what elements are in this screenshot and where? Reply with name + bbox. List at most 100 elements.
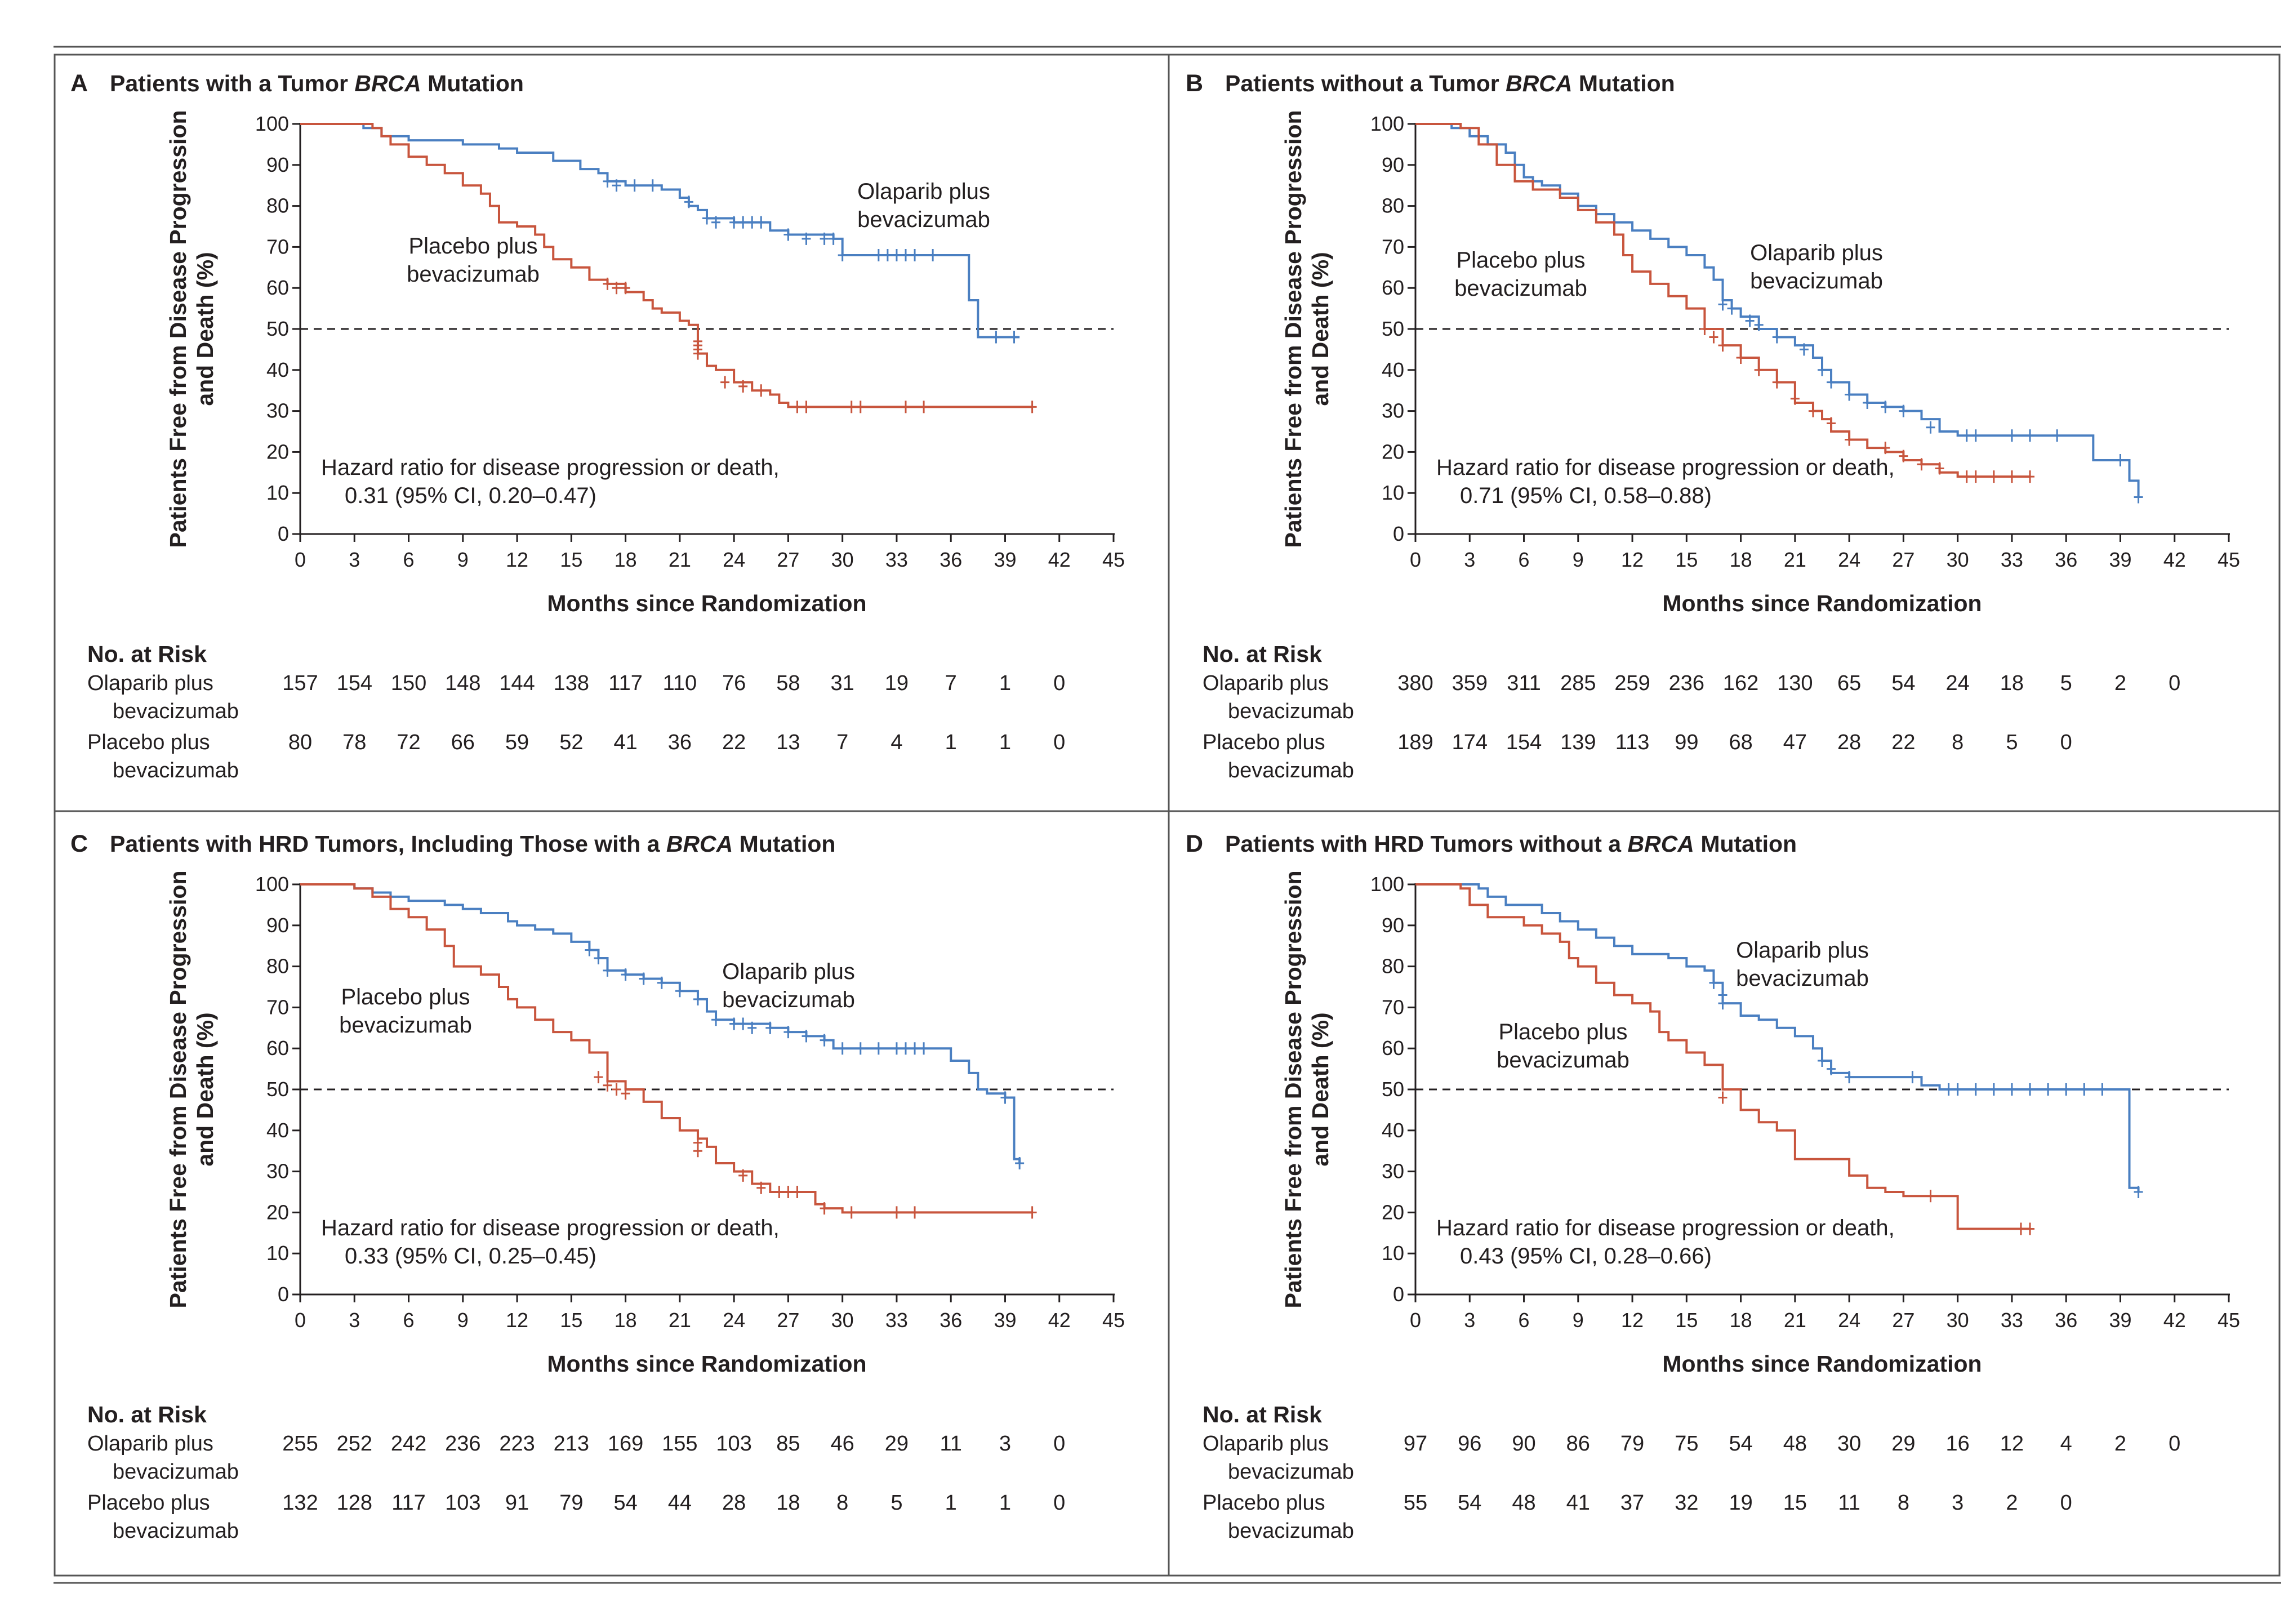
risk-count-olaparib: 259 [1614,671,1650,695]
x-tick-label: 15 [1675,1309,1698,1332]
censor-mark [919,1042,929,1055]
risk-label-placebo: bevacizumab [1228,759,1354,782]
censor-mark [585,944,594,956]
x-tick-label: 45 [2218,1309,2240,1332]
x-tick-label: 42 [2163,1309,2186,1332]
olaparib-curve-label: Olaparib plus [722,959,855,984]
censor-mark [802,401,811,413]
risk-count-placebo: 154 [1506,731,1542,754]
panel-letter: A [70,70,88,97]
censor-mark [2062,1083,2071,1096]
y-axis-title-line1: Patients Free from Disease Progression [165,110,191,548]
censor-mark [1718,298,1727,311]
y-tick-label: 70 [1382,235,1404,258]
placebo-curve [300,883,1032,1214]
y-tick-label: 90 [1382,153,1404,176]
risk-label-placebo: Placebo plus [1203,731,1325,754]
x-tick-label: 3 [1464,548,1475,571]
risk-count-placebo: 37 [1620,1491,1644,1515]
x-tick-label: 12 [1621,548,1644,571]
risk-count-placebo: 103 [445,1491,480,1515]
risk-label-olaparib: Olaparib plus [87,1432,213,1456]
x-tick-label: 9 [457,548,469,571]
risk-label-olaparib: bevacizumab [113,700,239,723]
risk-count-olaparib: 0 [1053,671,1065,695]
y-tick-label: 60 [1382,276,1404,299]
panel-title-no-tumor-brca-mutation: Patients without a Tumor BRCA Mutation [1225,70,1675,96]
x-tick-label: 45 [1102,1309,1125,1332]
risk-count-olaparib: 24 [1946,671,1970,695]
censor-mark [783,1186,793,1198]
y-tick-label: 30 [266,399,289,422]
risk-count-placebo: 3 [1952,1491,1963,1515]
x-tick-label: 24 [723,548,745,571]
y-tick-label: 30 [266,1160,289,1183]
risk-count-olaparib: 150 [391,671,426,695]
censor-mark [1881,442,1890,455]
x-tick-label: 15 [560,548,582,571]
censor-mark [1745,314,1755,327]
placebo-curve-label: Placebo plus [1456,248,1585,273]
censor-mark [838,248,847,261]
censor-mark [738,380,748,393]
censor-mark [2052,429,2062,442]
risk-heading: No. at Risk [1203,641,1322,667]
censor-mark [802,232,811,245]
x-tick-label: 33 [885,548,908,571]
x-tick-label: 27 [1892,548,1914,571]
x-tick-label: 24 [723,1309,745,1332]
risk-count-olaparib: 54 [1729,1432,1752,1456]
x-tick-label: 42 [1048,548,1071,571]
y-tick-label: 60 [266,276,289,299]
x-axis-title: Months since Randomization [547,1351,866,1377]
censor-mark [1718,339,1727,352]
risk-count-olaparib: 85 [776,1432,800,1456]
olaparib-curve-label: bevacizumab [857,207,990,232]
risk-count-olaparib: 236 [1669,671,1704,695]
censor-mark [1754,363,1764,376]
censor-mark [820,232,829,245]
censor-mark [1899,404,1908,417]
risk-count-olaparib: 0 [2169,1432,2180,1456]
x-tick-label: 15 [560,1309,582,1332]
x-tick-label: 45 [2218,548,2240,571]
censor-mark [621,1087,630,1100]
x-tick-label: 39 [2109,1309,2131,1332]
y-axis-title-line1: Patients Free from Disease Progression [1280,870,1306,1308]
x-tick-label: 0 [295,548,306,571]
risk-count-olaparib: 157 [282,671,318,695]
risk-count-placebo: 8 [836,1491,848,1515]
x-tick-label: 36 [940,1309,962,1332]
risk-label-placebo: bevacizumab [113,759,239,782]
risk-count-placebo: 54 [613,1491,637,1515]
x-tick-label: 45 [1102,548,1125,571]
y-tick-label: 20 [1382,1200,1404,1223]
y-tick-label: 10 [266,481,289,504]
risk-count-olaparib: 0 [2169,671,2180,695]
risk-count-olaparib: 255 [282,1432,318,1456]
olaparib-curve-label: Olaparib plus [1736,938,1869,963]
risk-count-olaparib: 4 [2060,1432,2072,1456]
risk-count-placebo: 128 [337,1491,372,1515]
censor-mark [1808,404,1818,417]
censor-mark [1962,429,1971,442]
risk-count-placebo: 66 [451,731,475,754]
risk-count-placebo: 7 [836,731,848,754]
censor-mark [1926,1190,1935,1203]
x-axis-title: Months since Randomization [1662,590,1982,616]
risk-label-olaparib: bevacizumab [113,1460,239,1484]
risk-label-olaparib: Olaparib plus [87,671,213,695]
y-axis-title-line1: Patients Free from Disease Progression [1280,110,1306,548]
y-axis-title: Patients Free from Disease Progression an… [165,870,218,1308]
y-tick-label: 100 [255,112,289,135]
title-text: Patients without a Tumor [1225,70,1506,96]
y-tick-label: 80 [266,194,289,217]
placebo-curve-label: bevacizumab [407,262,540,287]
censor-mark [1926,421,1935,434]
censor-mark [1709,976,1718,989]
panel-title-hrd-including-brca: Patients with HRD Tumors, Including Thos… [110,831,835,857]
censor-mark [720,376,730,389]
risk-count-placebo: 22 [722,731,746,754]
x-tick-label: 0 [1410,1309,1421,1332]
censor-mark [1971,470,1980,483]
